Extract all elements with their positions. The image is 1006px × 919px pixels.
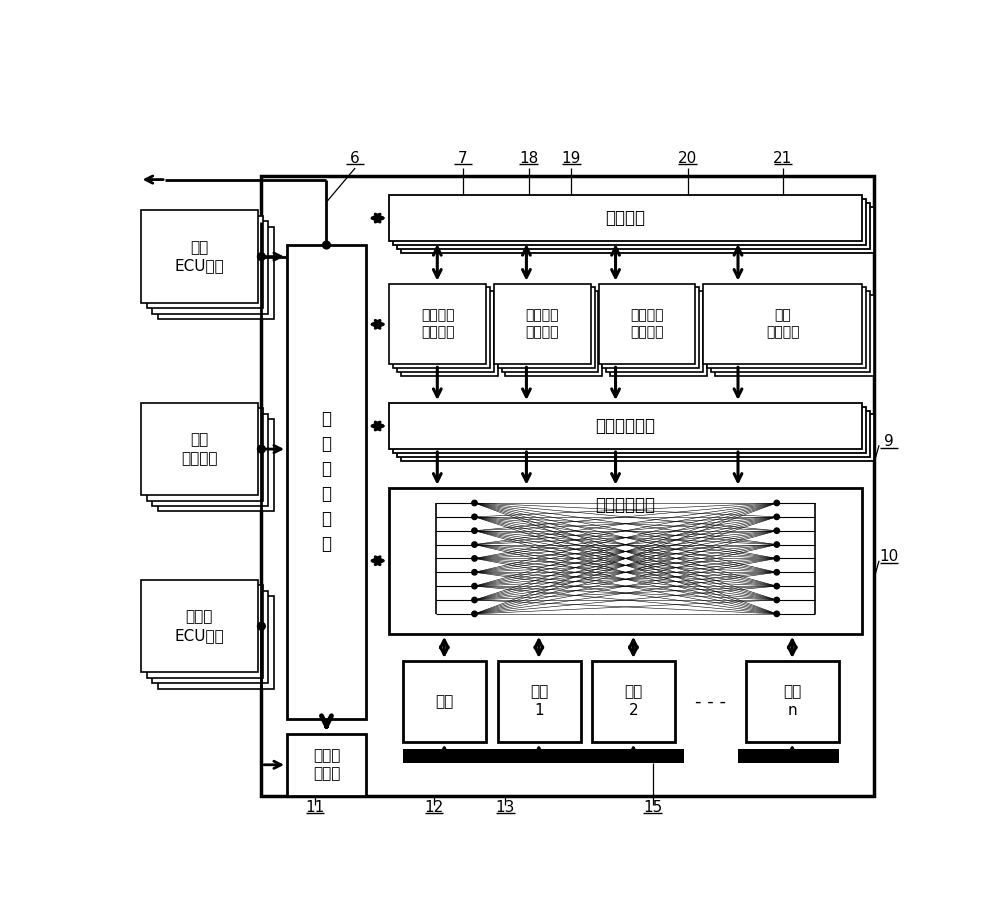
Text: 10: 10 [879, 550, 898, 564]
Text: 9: 9 [884, 434, 894, 448]
Circle shape [258, 622, 266, 630]
Bar [147, 408, 263, 501]
Text: 11: 11 [305, 800, 325, 814]
Circle shape [323, 241, 330, 249]
Text: 工位
1: 工位 1 [530, 685, 548, 718]
Text: 测
试
管
理
单
元: 测 试 管 理 单 元 [322, 410, 331, 553]
Text: 工位
2: 工位 2 [625, 685, 643, 718]
Bar [494, 284, 591, 364]
Bar [389, 195, 862, 241]
Text: 新版
测试用例: 新版 测试用例 [181, 432, 217, 466]
Bar [711, 291, 870, 372]
Circle shape [774, 584, 780, 589]
Bar [403, 749, 839, 764]
Circle shape [258, 445, 266, 453]
Circle shape [774, 514, 780, 519]
Bar [610, 295, 707, 376]
Text: 样品管
理单元: 样品管 理单元 [313, 748, 340, 781]
Bar [158, 227, 274, 319]
Bar [262, 176, 873, 796]
Bar [141, 580, 258, 673]
Circle shape [774, 570, 780, 575]
Text: 12: 12 [425, 800, 444, 814]
Circle shape [472, 556, 477, 562]
Circle shape [472, 597, 477, 603]
Text: 模拟信号
模拟单元: 模拟信号 模拟单元 [525, 308, 559, 340]
Bar [389, 488, 862, 634]
Bar [158, 419, 274, 512]
Text: 6: 6 [350, 151, 360, 165]
Bar [141, 210, 258, 302]
Bar [158, 596, 274, 688]
Circle shape [472, 514, 477, 519]
Bar [714, 295, 873, 376]
Text: 故障注入单元: 故障注入单元 [596, 417, 656, 435]
Text: 13: 13 [496, 800, 515, 814]
Circle shape [774, 500, 780, 505]
Circle shape [472, 542, 477, 547]
Text: 21: 21 [774, 151, 793, 165]
Bar [393, 199, 866, 245]
Text: 车载通信
模拟单元: 车载通信 模拟单元 [630, 308, 664, 340]
Circle shape [472, 570, 477, 575]
Circle shape [774, 597, 780, 603]
Text: 电源
模拟单元: 电源 模拟单元 [766, 308, 800, 340]
Bar [389, 403, 862, 449]
Bar [389, 284, 486, 364]
Bar [502, 291, 599, 372]
Text: - - -: - - - [695, 693, 726, 710]
Text: 工位
n: 工位 n [783, 685, 802, 718]
Circle shape [258, 253, 266, 260]
Bar [147, 585, 263, 678]
Circle shape [472, 584, 477, 589]
Bar [400, 414, 873, 460]
Bar [400, 295, 498, 376]
Bar [287, 734, 366, 796]
Bar [607, 291, 703, 372]
Text: 19: 19 [561, 151, 581, 165]
Bar [403, 661, 486, 742]
Bar [498, 288, 595, 369]
Bar [152, 221, 269, 313]
Bar [141, 403, 258, 495]
Circle shape [472, 611, 477, 617]
Bar [603, 288, 699, 369]
Bar [745, 661, 839, 742]
Circle shape [472, 528, 477, 533]
Text: 新版
ECU软件: 新版 ECU软件 [174, 240, 224, 273]
Bar [147, 216, 263, 308]
Bar [393, 288, 490, 369]
Bar [397, 411, 870, 457]
Circle shape [472, 500, 477, 505]
Bar [593, 661, 675, 742]
Bar [599, 284, 695, 364]
Bar [703, 284, 862, 364]
Bar [684, 749, 738, 764]
Bar [498, 661, 580, 742]
Bar [152, 414, 269, 506]
Circle shape [774, 528, 780, 533]
Text: 15: 15 [643, 800, 662, 814]
Text: 实时系统: 实时系统 [606, 210, 646, 227]
Circle shape [774, 556, 780, 562]
Text: 数字信号
模拟单元: 数字信号 模拟单元 [421, 308, 455, 340]
Text: 刷新: 刷新 [436, 694, 454, 709]
Text: 7: 7 [458, 151, 468, 165]
Bar [287, 245, 366, 719]
Bar [397, 203, 870, 249]
Text: 资源匹配矩阵: 资源匹配矩阵 [596, 495, 656, 514]
Text: 18: 18 [519, 151, 538, 165]
Bar [707, 288, 866, 369]
Bar [400, 207, 873, 253]
Bar [397, 291, 494, 372]
Text: 兼容的
ECU硬件: 兼容的 ECU硬件 [174, 609, 224, 643]
Bar [152, 591, 269, 683]
Circle shape [774, 542, 780, 547]
Text: 20: 20 [678, 151, 697, 165]
Bar [505, 295, 603, 376]
Circle shape [774, 611, 780, 617]
Bar [393, 407, 866, 453]
